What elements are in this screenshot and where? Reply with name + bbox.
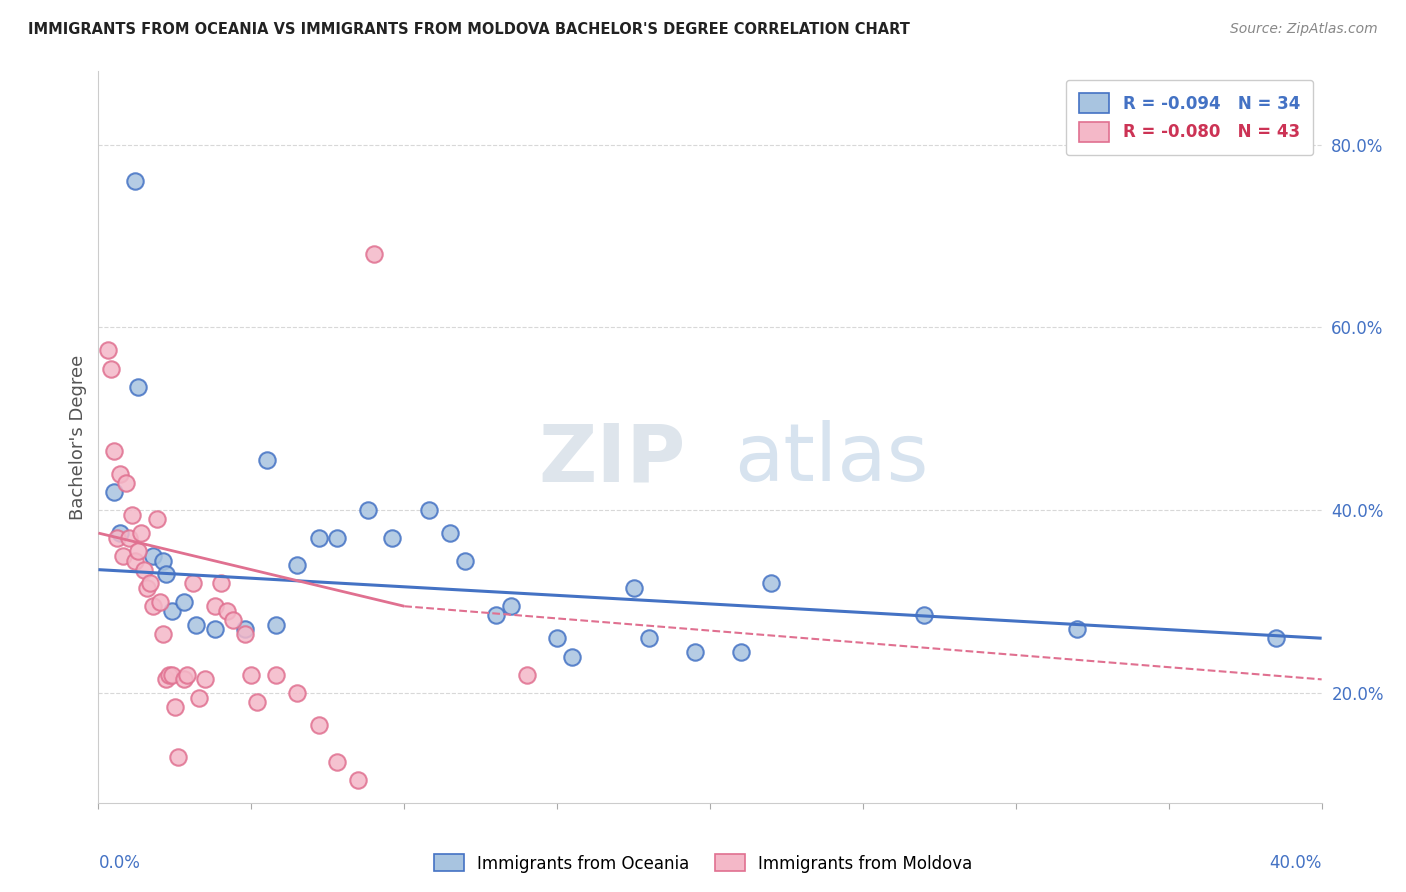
Point (134, 563, 156, 577)
Point (163, 699, 186, 714)
Point (176, 667, 198, 681)
Point (240, 667, 263, 681)
Point (173, 673, 195, 687)
Point (103, 485, 125, 500)
Point (356, 503, 378, 517)
Point (194, 673, 217, 687)
Point (264, 667, 287, 681)
Y-axis label: Bachelor's Degree: Bachelor's Degree (69, 354, 87, 520)
Point (256, 453, 278, 467)
Point (181, 576, 204, 591)
Point (439, 526, 461, 541)
Point (204, 622, 226, 636)
Point (108, 526, 131, 541)
Point (155, 673, 177, 687)
Point (683, 645, 706, 659)
Point (501, 599, 523, 614)
Point (160, 604, 183, 618)
Point (111, 549, 134, 563)
Point (1066, 622, 1088, 636)
Point (204, 599, 226, 614)
Point (149, 594, 172, 608)
Point (188, 690, 211, 705)
Point (233, 626, 256, 640)
Point (139, 576, 162, 591)
Legend: Immigrants from Oceania, Immigrants from Moldova: Immigrants from Oceania, Immigrants from… (427, 847, 979, 880)
Point (285, 558, 308, 573)
Point (152, 553, 174, 567)
Point (124, 553, 146, 567)
Point (759, 576, 782, 591)
Point (264, 617, 287, 632)
Point (97, 343, 120, 358)
Point (115, 475, 138, 490)
Point (136, 581, 159, 595)
Point (485, 608, 508, 623)
Point (561, 649, 583, 664)
Point (167, 750, 190, 764)
Point (326, 531, 349, 545)
Point (100, 361, 122, 376)
Point (326, 755, 349, 769)
Point (121, 508, 143, 522)
Point (129, 526, 152, 541)
Text: ZIP: ZIP (538, 420, 686, 498)
Point (637, 632, 661, 646)
Text: IMMIGRANTS FROM OCEANIA VS IMMIGRANTS FROM MOLDOVA BACHELOR'S DEGREE CORRELATION: IMMIGRANTS FROM OCEANIA VS IMMIGRANTS FR… (28, 22, 910, 37)
Point (418, 503, 440, 517)
Point (105, 531, 128, 545)
Point (142, 549, 165, 563)
Point (285, 686, 308, 700)
Point (912, 608, 935, 623)
Text: 40.0%: 40.0% (1270, 854, 1322, 872)
Point (215, 604, 238, 618)
Point (155, 567, 177, 582)
Point (222, 613, 245, 627)
Point (347, 772, 370, 787)
Point (157, 667, 180, 681)
Point (363, 247, 385, 261)
Point (516, 667, 538, 681)
Point (124, 174, 146, 188)
Point (145, 512, 167, 526)
Point (308, 531, 330, 545)
Point (186, 617, 208, 632)
Point (730, 645, 752, 659)
Point (1264, 632, 1286, 646)
Point (127, 380, 149, 394)
Point (152, 626, 174, 640)
Point (108, 467, 131, 481)
Point (118, 531, 141, 545)
Point (142, 599, 165, 614)
Point (381, 531, 404, 545)
Text: 0.0%: 0.0% (98, 854, 141, 872)
Point (546, 632, 568, 646)
Text: atlas: atlas (734, 420, 929, 498)
Point (103, 443, 125, 458)
Point (454, 553, 477, 567)
Point (127, 544, 149, 558)
Point (308, 718, 330, 732)
Point (623, 581, 645, 595)
Point (209, 576, 232, 591)
Point (173, 594, 195, 608)
Text: Source: ZipAtlas.com: Source: ZipAtlas.com (1230, 22, 1378, 37)
Point (233, 622, 256, 636)
Point (246, 695, 269, 709)
Legend: R = -0.094   N = 34, R = -0.080   N = 43: R = -0.094 N = 34, R = -0.080 N = 43 (1066, 79, 1313, 155)
Point (160, 667, 183, 681)
